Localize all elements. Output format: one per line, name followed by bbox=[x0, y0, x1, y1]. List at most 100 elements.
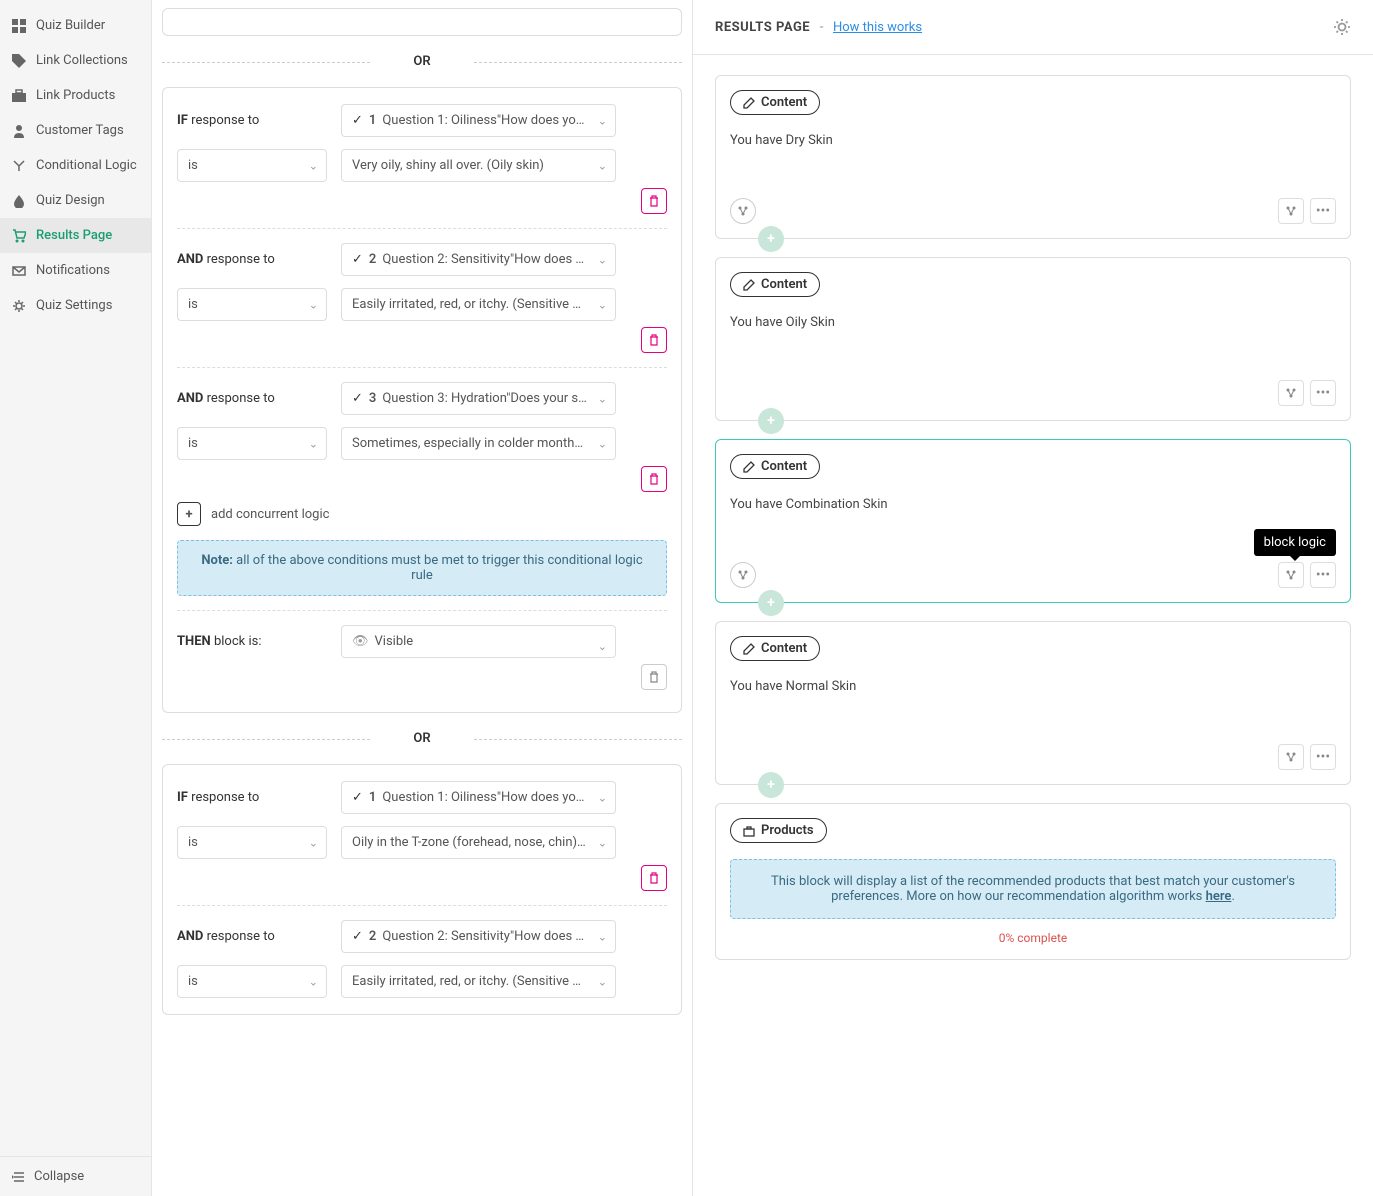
block-logic-tooltip: block logic bbox=[1254, 529, 1336, 556]
question-select[interactable]: ✓1Question 1: Oiliness"How does you...⌄ bbox=[341, 104, 616, 137]
sidebar-item-link-collections[interactable]: Link Collections bbox=[0, 43, 151, 78]
question-select[interactable]: ✓3Question 3: Hydration"Does your s...⌄ bbox=[341, 382, 616, 415]
here-link[interactable]: here bbox=[1206, 889, 1232, 904]
person-icon bbox=[12, 124, 26, 138]
sidebar-item-quiz-builder[interactable]: Quiz Builder bbox=[0, 8, 151, 43]
sidebar-item-label: Link Products bbox=[36, 88, 115, 103]
check-icon: ✓ bbox=[352, 790, 363, 805]
block-logic-button[interactable] bbox=[1278, 198, 1304, 224]
branch-icon bbox=[12, 159, 26, 173]
logic-circle-button[interactable] bbox=[730, 562, 756, 588]
chevron-down-icon: ⌄ bbox=[598, 791, 607, 804]
sidebar-item-quiz-design[interactable]: Quiz Design bbox=[0, 183, 151, 218]
content-block-active: Content You have Combination Skin ••• bl… bbox=[715, 439, 1351, 603]
add-block-button[interactable]: + bbox=[758, 772, 784, 798]
chevron-down-icon: ⌄ bbox=[598, 253, 607, 266]
operator-select[interactable]: is⌄ bbox=[177, 826, 327, 859]
condition-label: AND response to bbox=[177, 929, 327, 944]
then-label: THEN block is: bbox=[177, 634, 327, 649]
question-select[interactable]: ✓1Question 1: Oiliness"How does you...⌄ bbox=[341, 781, 616, 814]
sidebar-item-customer-tags[interactable]: Customer Tags bbox=[0, 113, 151, 148]
condition-label: IF response to bbox=[177, 790, 327, 805]
answer-select[interactable]: Very oily, shiny all over. (Oily skin)⌄ bbox=[341, 149, 616, 182]
check-icon: ✓ bbox=[352, 391, 363, 406]
operator-select[interactable]: is⌄ bbox=[177, 288, 327, 321]
delete-rule-button[interactable] bbox=[641, 664, 667, 690]
question-select[interactable]: ✓2Question 2: Sensitivity"How does y...⌄ bbox=[341, 243, 616, 276]
block-text: You have Oily Skin bbox=[730, 315, 1336, 330]
block-logic-button[interactable] bbox=[1278, 744, 1304, 770]
answer-select[interactable]: Easily irritated, red, or itchy. (Sensit… bbox=[341, 288, 616, 321]
more-button[interactable]: ••• bbox=[1310, 198, 1336, 224]
products-badge[interactable]: Products bbox=[730, 818, 827, 843]
content-badge[interactable]: Content bbox=[730, 272, 820, 297]
content-badge[interactable]: Content bbox=[730, 454, 820, 479]
edit-icon bbox=[743, 279, 755, 291]
sidebar-item-label: Customer Tags bbox=[36, 123, 124, 138]
content-badge[interactable]: Content bbox=[730, 90, 820, 115]
condition-label: IF response to bbox=[177, 113, 327, 128]
sidebar-item-label: Results Page bbox=[36, 228, 112, 243]
block-logic-button[interactable] bbox=[1278, 380, 1304, 406]
content-block: Content You have Oily Skin ••• + bbox=[715, 257, 1351, 421]
block-logic-button[interactable] bbox=[1278, 562, 1304, 588]
how-this-works-link[interactable]: How this works bbox=[833, 20, 922, 35]
more-button[interactable]: ••• bbox=[1310, 380, 1336, 406]
answer-select[interactable]: Oily in the T-zone (forehead, nose, chin… bbox=[341, 826, 616, 859]
progress-text: 0% complete bbox=[730, 931, 1336, 945]
collapse-button[interactable]: Collapse bbox=[0, 1156, 151, 1196]
briefcase-icon bbox=[743, 825, 755, 837]
briefcase-icon bbox=[12, 89, 26, 103]
sidebar-item-results-page[interactable]: Results Page bbox=[0, 218, 151, 253]
add-block-button[interactable]: + bbox=[758, 226, 784, 252]
add-block-button[interactable]: + bbox=[758, 408, 784, 434]
answer-select[interactable]: Easily irritated, red, or itchy. (Sensit… bbox=[341, 965, 616, 998]
visibility-select[interactable]: 👁Visible⌄ bbox=[341, 625, 616, 658]
logic-circle-button[interactable] bbox=[730, 198, 756, 224]
eye-icon: 👁 bbox=[352, 634, 369, 649]
sidebar-item-label: Notifications bbox=[36, 263, 110, 278]
condition-label: AND response to bbox=[177, 391, 327, 406]
check-icon: ✓ bbox=[352, 252, 363, 267]
sidebar-item-link-products[interactable]: Link Products bbox=[0, 78, 151, 113]
sidebar-item-quiz-settings[interactable]: Quiz Settings bbox=[0, 288, 151, 323]
add-concurrent-logic-button[interactable]: + add concurrent logic bbox=[177, 502, 667, 526]
delete-condition-button[interactable] bbox=[641, 188, 667, 214]
sidebar: Quiz Builder Link Collections Link Produ… bbox=[0, 0, 152, 1196]
content-badge[interactable]: Content bbox=[730, 636, 820, 661]
collapse-icon bbox=[12, 1170, 26, 1184]
operator-select[interactable]: is⌄ bbox=[177, 427, 327, 460]
sidebar-item-label: Quiz Builder bbox=[36, 18, 105, 33]
sidebar-item-label: Quiz Settings bbox=[36, 298, 112, 313]
gear-icon[interactable] bbox=[1333, 18, 1351, 36]
delete-condition-button[interactable] bbox=[641, 466, 667, 492]
sidebar-item-conditional-logic[interactable]: Conditional Logic bbox=[0, 148, 151, 183]
add-block-button[interactable]: + bbox=[758, 590, 784, 616]
rule-card: IF response to ✓1Question 1: Oiliness"Ho… bbox=[162, 764, 682, 1015]
results-header: RESULTS PAGE - How this works bbox=[693, 0, 1373, 55]
delete-condition-button[interactable] bbox=[641, 327, 667, 353]
more-button[interactable]: ••• bbox=[1310, 562, 1336, 588]
operator-select[interactable]: is⌄ bbox=[177, 149, 327, 182]
chevron-down-icon: ⌄ bbox=[309, 836, 318, 849]
chevron-down-icon: ⌄ bbox=[598, 298, 607, 311]
operator-select[interactable]: is⌄ bbox=[177, 965, 327, 998]
edit-icon bbox=[743, 461, 755, 473]
answer-select[interactable]: Sometimes, especially in colder months. … bbox=[341, 427, 616, 460]
chevron-down-icon: ⌄ bbox=[598, 392, 607, 405]
block-text: You have Combination Skin bbox=[730, 497, 1336, 512]
sidebar-item-label: Quiz Design bbox=[36, 193, 105, 208]
question-select[interactable]: ✓2Question 2: Sensitivity"How does y...⌄ bbox=[341, 920, 616, 953]
delete-condition-button[interactable] bbox=[641, 865, 667, 891]
chevron-down-icon: ⌄ bbox=[598, 159, 607, 172]
more-button[interactable]: ••• bbox=[1310, 744, 1336, 770]
sidebar-item-notifications[interactable]: Notifications bbox=[0, 253, 151, 288]
chevron-down-icon: ⌄ bbox=[309, 298, 318, 311]
collapse-label: Collapse bbox=[34, 1169, 84, 1184]
chevron-down-icon: ⌄ bbox=[598, 930, 607, 943]
edit-icon bbox=[743, 97, 755, 109]
cog-icon bbox=[12, 299, 26, 313]
mail-icon bbox=[12, 264, 26, 278]
block-text: You have Dry Skin bbox=[730, 133, 1336, 148]
results-panel: RESULTS PAGE - How this works Content Yo… bbox=[692, 0, 1373, 1196]
